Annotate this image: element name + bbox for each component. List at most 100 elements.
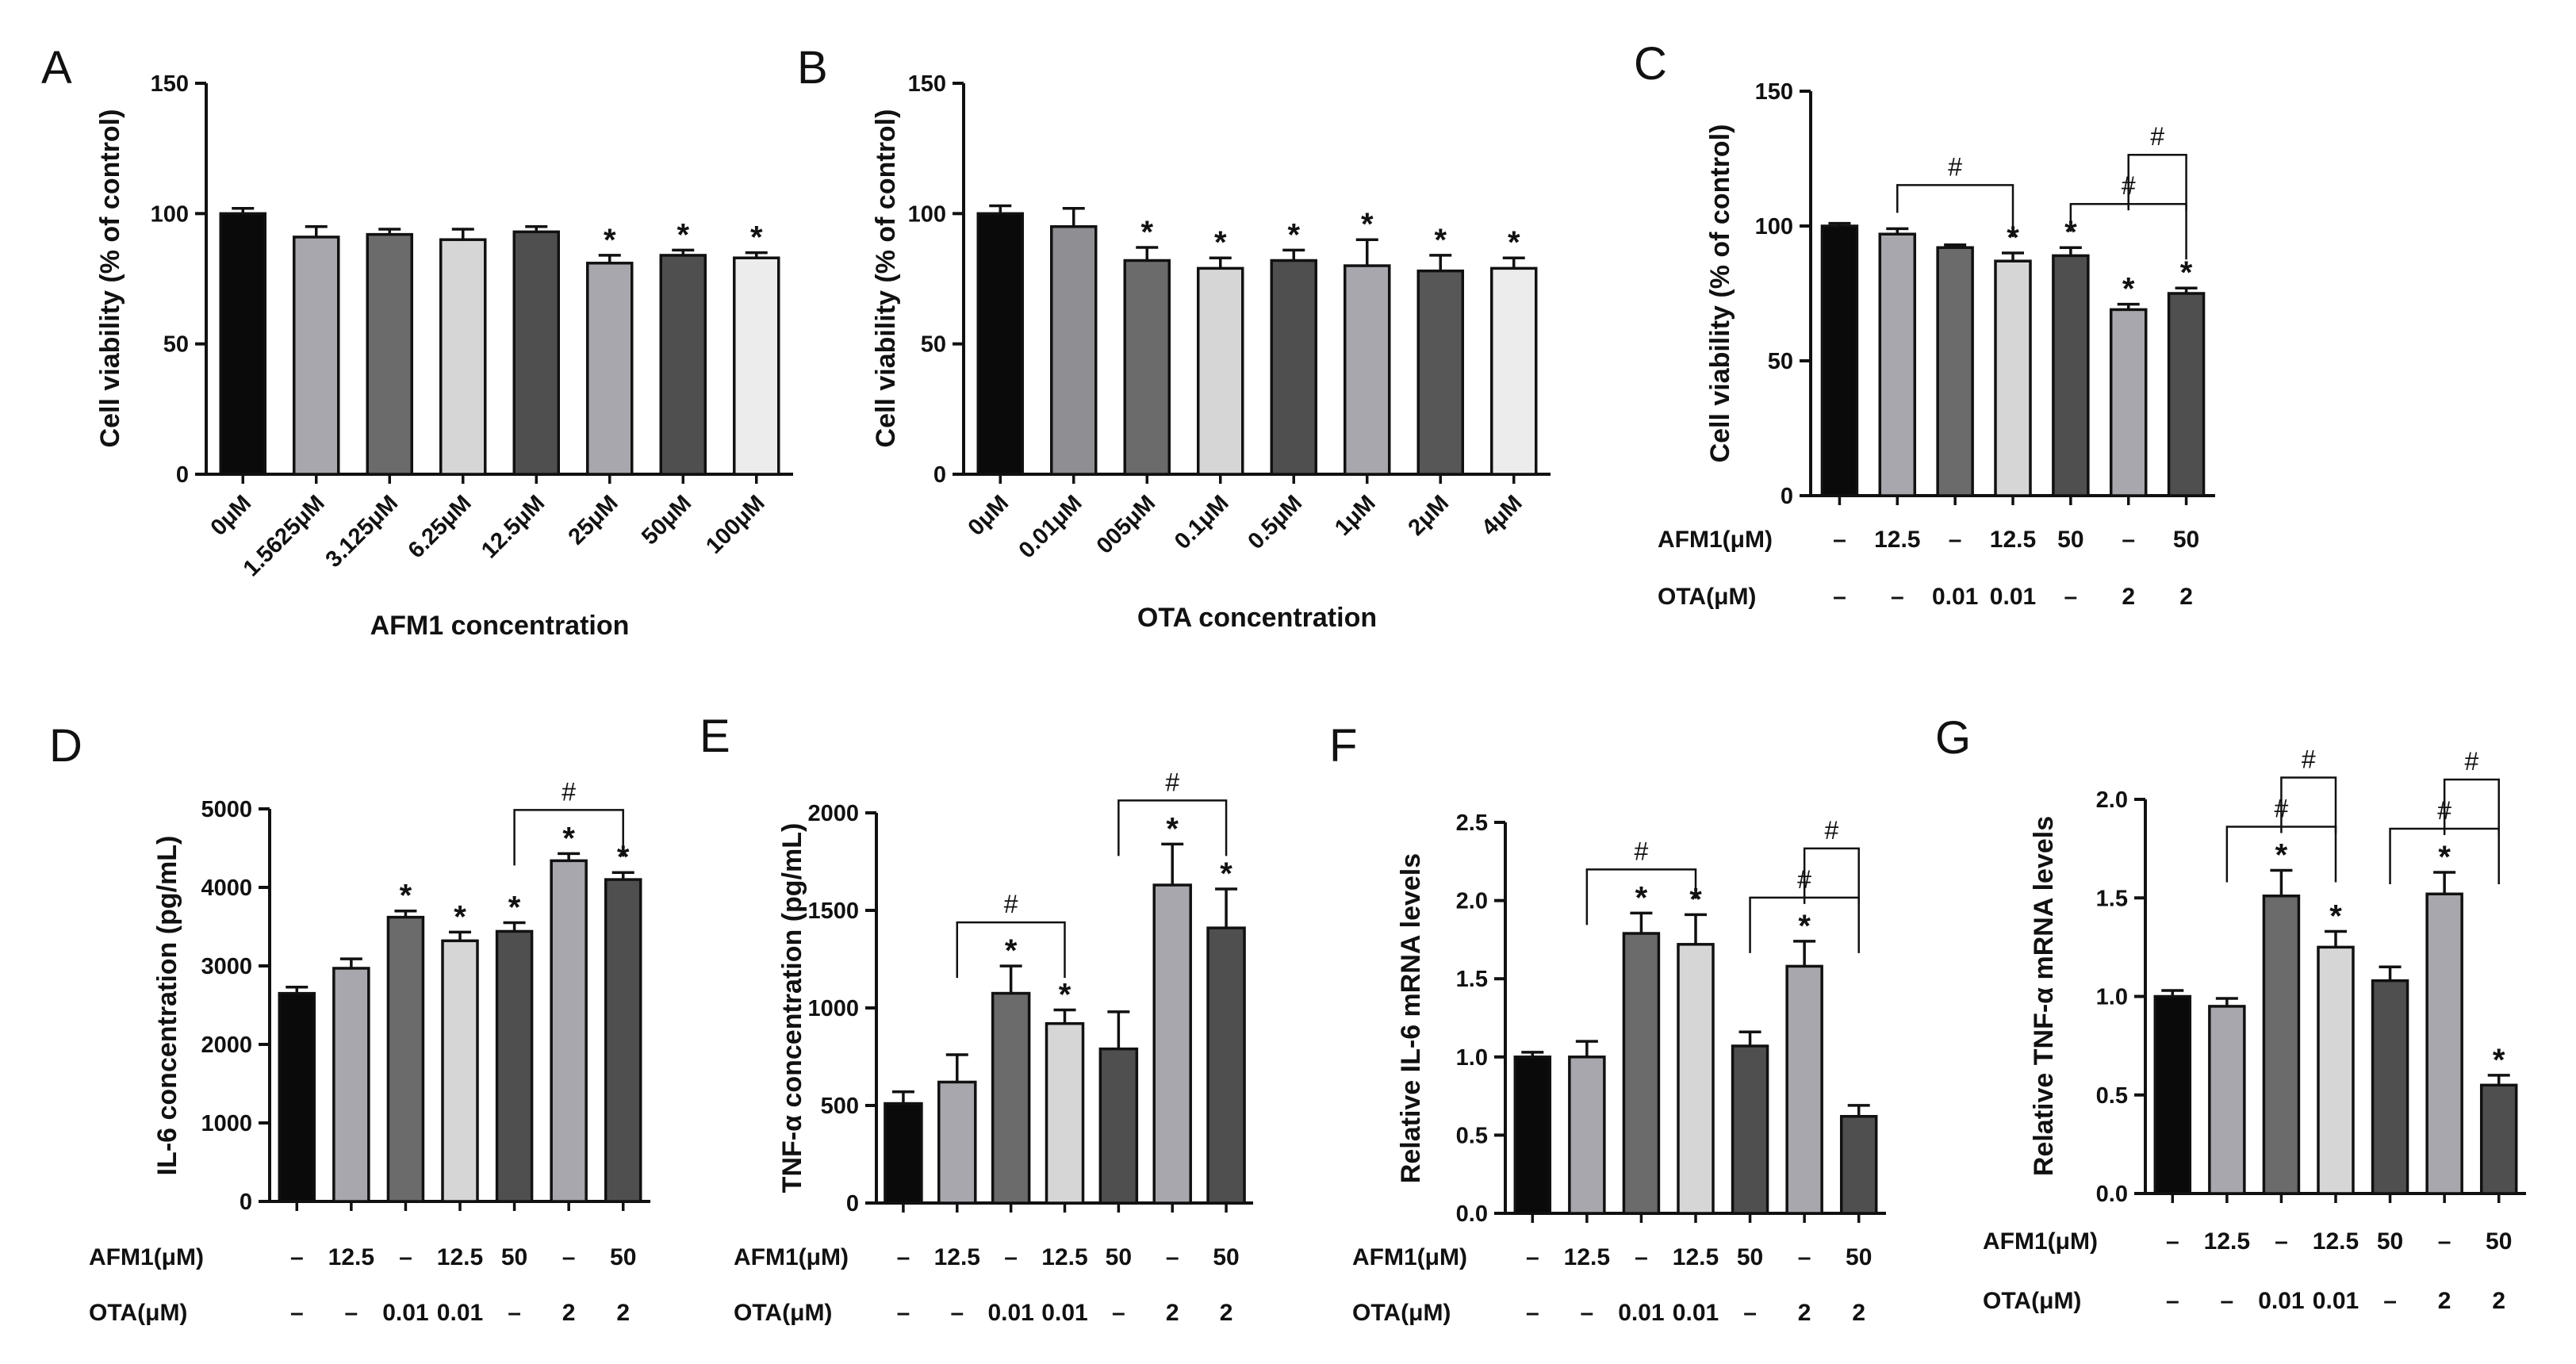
condition-value: –	[1798, 1244, 1811, 1270]
condition-label: AFM1(μM)	[1352, 1244, 1467, 1270]
condition-value: 50	[610, 1244, 636, 1270]
bar	[1731, 1044, 1769, 1215]
y-tick-label: 2.0	[2096, 787, 2128, 813]
bar	[1878, 232, 1917, 497]
condition-value: 50	[2486, 1228, 2512, 1255]
chart-panel-c: C Cell viability (% of control) 0 50 100 150 *…	[1634, 38, 2215, 610]
x-category-label: 0.01μM	[1014, 490, 1087, 563]
condition-value: –	[290, 1300, 304, 1326]
bar	[1936, 246, 1974, 497]
bar	[1839, 1114, 1878, 1215]
significance-star: *	[1287, 217, 1300, 252]
significance-star: *	[1508, 225, 1520, 260]
bar	[1270, 259, 1317, 476]
bar	[1152, 883, 1192, 1205]
bar	[366, 232, 413, 476]
significance-star: *	[2493, 1043, 2505, 1078]
y-tick-label: 1000	[807, 996, 859, 1021]
x-category-label: 005μM	[1092, 490, 1160, 558]
y-tick-label: 0	[176, 462, 189, 488]
bar	[604, 878, 642, 1203]
y-tick-label: 2000	[807, 801, 859, 826]
x-category-label: 12.5μM	[477, 490, 550, 563]
bar	[2153, 994, 2192, 1195]
bar	[1622, 932, 1661, 1215]
y-tick-label: 0	[240, 1190, 252, 1215]
chart-panel-a: A Cell viability (% of control) 0 50 100 150 *…	[41, 42, 793, 641]
y-tick-label: 150	[908, 71, 946, 97]
comparison-bracket	[1803, 847, 1860, 904]
condition-value: 0.01	[1673, 1300, 1719, 1326]
condition-value: 0.01	[987, 1300, 1033, 1326]
comparison-bracket	[2443, 778, 2500, 835]
bar	[1045, 1021, 1085, 1205]
comparison-bracket	[513, 809, 624, 866]
bar	[2208, 1005, 2246, 1195]
condition-value: 0.01	[1932, 584, 1978, 610]
condition-value: 0.01	[382, 1300, 428, 1326]
condition-value: 12.5	[1673, 1244, 1719, 1270]
condition-value: 50	[1737, 1244, 1763, 1270]
panel-letter: F	[1329, 720, 1357, 772]
condition-value: 2	[1220, 1300, 1233, 1326]
condition-value: 2	[2179, 584, 2193, 610]
y-tick-label: 0	[846, 1191, 859, 1216]
y-tick-label: 1000	[201, 1111, 252, 1136]
significance-star: *	[1140, 215, 1153, 250]
x-category-label: 1.5625μM	[239, 490, 330, 581]
significance-star: *	[2180, 255, 2193, 290]
condition-value: 2	[1798, 1300, 1811, 1326]
condition-value: –	[950, 1300, 964, 1326]
bar	[1123, 259, 1171, 476]
x-category-label: 4μM	[1477, 490, 1528, 541]
bar	[550, 859, 588, 1203]
bar	[586, 262, 634, 476]
bar	[332, 967, 370, 1203]
condition-value: –	[1891, 584, 1904, 610]
condition-value: 50	[501, 1244, 527, 1270]
y-tick-label: 3000	[201, 954, 252, 979]
condition-value: 12.5	[1874, 527, 1920, 553]
condition-value: –	[562, 1244, 576, 1270]
y-tick-label: 100	[151, 201, 189, 227]
y-tick-label: 150	[1755, 79, 1793, 105]
bar	[278, 991, 316, 1203]
x-category-label: 1μM	[1330, 490, 1381, 541]
significance-hash: #	[562, 777, 576, 806]
x-category-label: 0.5μM	[1243, 490, 1307, 554]
condition-label: AFM1(μM)	[1658, 527, 1773, 553]
bar	[1098, 1047, 1139, 1205]
y-axis-title: Relative TNF-α mRNA levels	[2029, 816, 2059, 1176]
bar	[2167, 292, 2206, 497]
y-tick-label: 50	[1768, 349, 1793, 374]
condition-value: 0.01	[1618, 1300, 1664, 1326]
significance-star: *	[1635, 880, 1648, 915]
y-tick-label: 1.5	[1456, 967, 1488, 992]
x-category-label: 6.25μM	[404, 490, 477, 563]
y-tick-label: 0.5	[2096, 1083, 2128, 1109]
condition-value: –	[2221, 1288, 2234, 1314]
condition-value: 0.01	[437, 1300, 483, 1326]
significance-star: *	[562, 821, 575, 856]
y-tick-label: 100	[908, 201, 946, 227]
bar	[219, 212, 266, 476]
condition-value: 0.01	[1990, 584, 2036, 610]
condition-value: –	[1635, 1244, 1648, 1270]
y-tick-label: 1500	[807, 898, 859, 924]
y-tick-label: 0.0	[1456, 1201, 1488, 1227]
y-axis-title: IL-6 concentration (pg/mL)	[152, 836, 182, 1176]
condition-value: –	[2275, 1228, 2288, 1255]
bar	[937, 1080, 977, 1205]
condition-value: –	[2166, 1288, 2179, 1314]
condition-value: 12.5	[1041, 1244, 1087, 1270]
condition-value: –	[2064, 584, 2078, 610]
condition-value: –	[897, 1300, 910, 1326]
bar	[2109, 308, 2148, 497]
condition-value: –	[1833, 527, 1846, 553]
x-category-label: 50μM	[637, 490, 696, 550]
comparison-bracket	[1585, 868, 1697, 925]
condition-value: –	[1004, 1244, 1018, 1270]
significance-hash: #	[1825, 816, 1839, 845]
condition-value: –	[1833, 584, 1846, 610]
comparison-bracket	[2069, 202, 2187, 260]
